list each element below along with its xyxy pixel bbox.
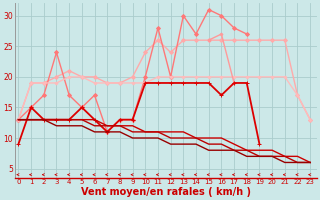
X-axis label: Vent moyen/en rafales ( km/h ): Vent moyen/en rafales ( km/h ) [81, 187, 251, 197]
